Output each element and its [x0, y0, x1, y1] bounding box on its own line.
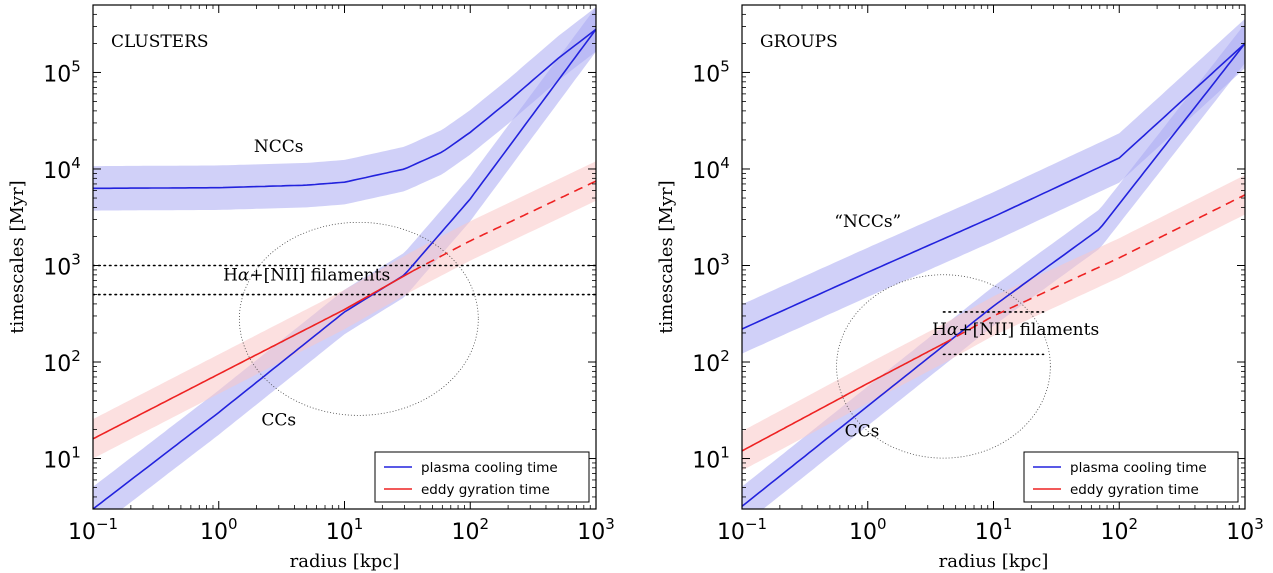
plot-area: [742, 18, 1245, 509]
series-line-1: [93, 28, 596, 190]
legend-entry-1: plasma cooling time: [1070, 460, 1207, 476]
y-tick-label-5: 105: [692, 57, 730, 87]
legend: plasma cooling time eddy gyration time: [1023, 451, 1239, 503]
panel-label: GROUPS: [760, 32, 838, 52]
x-tick-label-3: 101: [326, 515, 364, 545]
annotation-1: “NCCs”: [834, 212, 901, 232]
x-tick-label-5: 103: [1226, 515, 1264, 545]
legend-box: [374, 451, 590, 503]
legend: plasma cooling time eddy gyration time: [374, 451, 590, 503]
x-tick-label-1: 10−1: [717, 515, 767, 545]
series-line-2: [742, 42, 1245, 507]
y-tick-label-5: 105: [43, 57, 81, 87]
series-line-3: [93, 270, 414, 440]
legend-entry-1: plasma cooling time: [421, 460, 558, 476]
y-tick-label-4: 104: [43, 154, 81, 184]
annotation-2: CCs: [845, 421, 880, 441]
annotation-1: NCCs: [254, 137, 304, 157]
minor-ticks: [93, 5, 596, 509]
series-line-2: [93, 28, 596, 509]
x-tick-label-4: 102: [1100, 515, 1138, 545]
y-axis-label: timescales [Myr]: [656, 180, 677, 333]
uncertainty-band-3: [742, 175, 1245, 471]
annotation-3: Hα+[NII] filaments: [932, 320, 1099, 340]
series-line-1: [742, 42, 1245, 330]
series-line-dashed-3: [412, 180, 596, 272]
y-axis-label: timescales [Myr]: [7, 180, 28, 333]
plot-area: [93, 7, 596, 509]
chart-panel-1: NCCs CCs Hα+[NII] filaments CLUSTERS 10−1 100…: [7, 4, 615, 572]
highlight-ellipse: [238, 221, 479, 416]
x-axis-label: radius [kpc]: [290, 551, 400, 572]
legend-entry-2: eddy gyration time: [421, 482, 550, 498]
y-tick-label-2: 102: [43, 347, 81, 377]
highlight-ellipse: [836, 274, 1051, 459]
series-line-dashed-3: [943, 194, 1245, 345]
uncertainty-band-1: [742, 18, 1245, 354]
x-tick-label-2: 100: [200, 515, 238, 545]
series-line-3: [742, 342, 944, 452]
y-tick-label-3: 103: [692, 250, 730, 280]
x-tick-label-1: 10−1: [68, 515, 118, 545]
y-tick-label-3: 103: [43, 250, 81, 280]
legend-entry-2: eddy gyration time: [1070, 482, 1199, 498]
annotation-2: CCs: [261, 410, 296, 430]
y-tick-label-4: 104: [692, 154, 730, 184]
y-tick-label-2: 102: [692, 347, 730, 377]
x-tick-label-3: 101: [975, 515, 1013, 545]
uncertainty-band-2: [93, 7, 596, 509]
uncertainty-band-1: [93, 7, 596, 211]
panel-label: CLUSTERS: [111, 32, 209, 52]
minor-ticks: [742, 5, 1245, 509]
x-tick-label-5: 103: [577, 515, 615, 545]
y-tick-label-1: 101: [692, 444, 730, 474]
x-tick-label-2: 100: [849, 515, 887, 545]
x-tick-label-4: 102: [451, 515, 489, 545]
chart-panel-2: “NCCs” CCs Hα+[NII] filaments GROUPS 10−1 100…: [656, 4, 1264, 572]
annotation-3: Hα+[NII] filaments: [223, 265, 390, 285]
x-axis-label: radius [kpc]: [939, 551, 1049, 572]
legend-box: [1023, 451, 1239, 503]
y-tick-label-1: 101: [43, 444, 81, 474]
